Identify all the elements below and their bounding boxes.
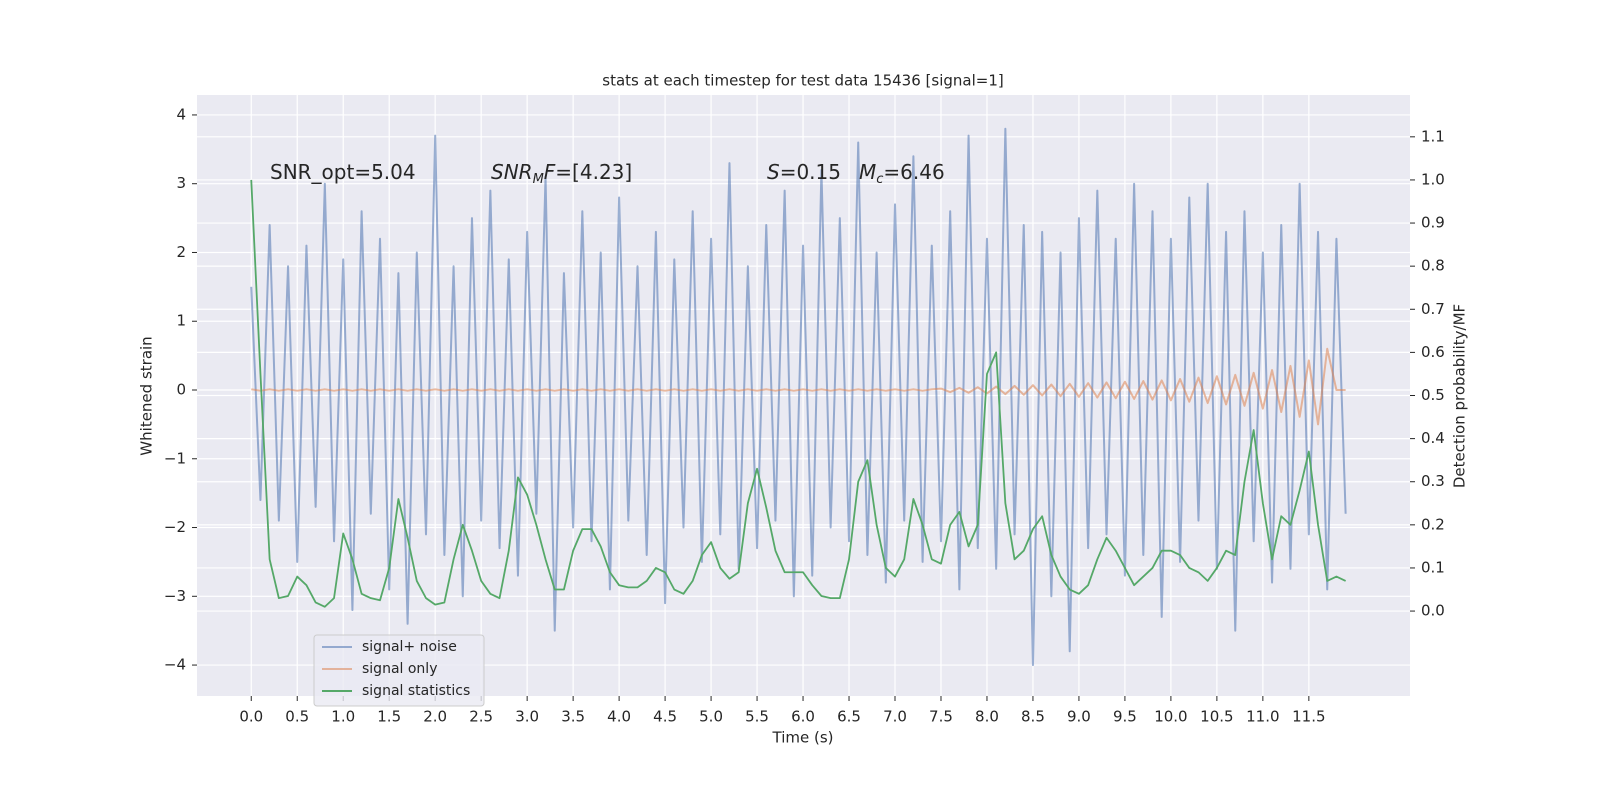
x-tick-label: 4.0 xyxy=(607,708,631,726)
annotation-part: M xyxy=(533,172,544,187)
series-line xyxy=(250,127,1347,667)
y2-tick-label: 1.0 xyxy=(1421,170,1445,188)
legend-label: signal only xyxy=(362,661,437,677)
annotation-part: =0.15 xyxy=(780,160,841,184)
x-tick-label: 1.0 xyxy=(331,708,355,726)
legend-label: signal+ noise xyxy=(362,639,457,655)
annotation-part: SNR_opt=5.04 xyxy=(270,160,416,184)
x-tick-label: 11.5 xyxy=(1292,708,1325,726)
x-tick-label: 9.5 xyxy=(1113,708,1137,726)
x-tick-label: 10.0 xyxy=(1154,708,1187,726)
y2-axis-label: Detection probability/MF xyxy=(1451,304,1469,488)
x-tick-label: 8.0 xyxy=(975,708,999,726)
x-axis-label: Time (s) xyxy=(772,729,834,747)
x-tick-label: 4.5 xyxy=(653,708,677,726)
legend-label: signal statistics xyxy=(362,683,470,699)
y2-tick-label: 0.1 xyxy=(1421,558,1445,576)
y-tick-label: −3 xyxy=(164,587,186,605)
y-tick-label: 1 xyxy=(176,312,186,330)
annotation: Mc=6.46 xyxy=(859,160,945,187)
y2-tick-label: 0.3 xyxy=(1421,472,1445,490)
x-tick-label: 0.0 xyxy=(239,708,263,726)
y2-tick-label: 0.2 xyxy=(1421,515,1445,533)
x-tick-label: 2.0 xyxy=(423,708,447,726)
x-tick-label: 0.5 xyxy=(285,708,309,726)
x-tick-label: 3.0 xyxy=(515,708,539,726)
y2-tick-label: 1.1 xyxy=(1421,127,1445,145)
annotations: SNR_opt=5.04 SNRMF=[4.23] S=0.15 Mc=6.46 xyxy=(270,160,945,187)
y-tick-label: −1 xyxy=(164,449,186,467)
series-line xyxy=(250,179,1347,608)
x-tick-label: 3.5 xyxy=(561,708,585,726)
x-tick-label: 8.5 xyxy=(1021,708,1045,726)
x-tick-label: 7.5 xyxy=(929,708,953,726)
x-tick-label: 5.0 xyxy=(699,708,723,726)
x-tick-label: 7.0 xyxy=(883,708,907,726)
x-tick-label: 2.5 xyxy=(469,708,493,726)
chart-title: stats at each timestep for test data 154… xyxy=(602,72,1003,90)
x-tick-label: 1.5 xyxy=(377,708,401,726)
y-tick-label: 2 xyxy=(176,243,186,261)
y-tick-label: 3 xyxy=(176,174,186,192)
y2-tick-label: 0.0 xyxy=(1421,602,1445,620)
annotation: S=0.15 xyxy=(767,160,841,184)
legend-box xyxy=(313,634,485,707)
annotation-part: SNR xyxy=(491,160,533,184)
x-tick-label: 5.5 xyxy=(745,708,769,726)
x-tick-label: 6.0 xyxy=(791,708,815,726)
annotation-part: S xyxy=(767,160,780,184)
series-line xyxy=(251,347,1346,426)
x-tick-label: 9.0 xyxy=(1067,708,1091,726)
annotation-part: =6.46 xyxy=(883,160,944,184)
y-tick-label: −4 xyxy=(164,656,186,674)
x-tick-label: 10.5 xyxy=(1200,708,1233,726)
y2-tick-label: 0.5 xyxy=(1421,386,1445,404)
x-tick-label: 11.0 xyxy=(1246,708,1279,726)
grid xyxy=(192,95,1415,701)
annotation-part: F xyxy=(544,160,556,184)
x-tick-label: 6.5 xyxy=(837,708,861,726)
y2-tick-label: 0.4 xyxy=(1421,429,1445,447)
annotation-part: c xyxy=(876,172,883,187)
y-tick-label: 0 xyxy=(176,380,186,398)
y2-tick-label: 0.8 xyxy=(1421,257,1445,275)
y2-tick-label: 0.9 xyxy=(1421,214,1445,232)
annotation: SNRMF=[4.23] xyxy=(491,160,632,187)
y-tick-label: 4 xyxy=(176,105,186,123)
annotation-part: M xyxy=(859,160,876,184)
legend: signal+ noise signal only signal statistic… xyxy=(313,634,485,707)
y-tick-label: −2 xyxy=(164,518,186,536)
y-axis-label: Whitened strain xyxy=(138,336,156,455)
annotation-part: =[4.23] xyxy=(555,160,632,184)
annotation: SNR_opt=5.04 xyxy=(270,160,416,184)
y2-tick-label: 0.7 xyxy=(1421,300,1445,318)
y2-tick-label: 0.6 xyxy=(1421,343,1445,361)
marks xyxy=(250,127,1347,667)
